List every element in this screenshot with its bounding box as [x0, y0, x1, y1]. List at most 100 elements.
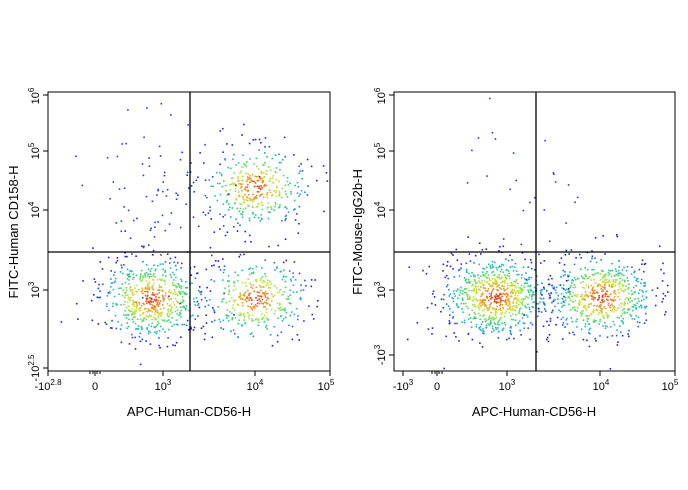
density-event	[243, 295, 246, 297]
density-event	[139, 314, 142, 316]
density-event	[483, 308, 486, 311]
density-event	[147, 330, 150, 332]
density-event	[607, 271, 610, 274]
density-event	[662, 262, 664, 265]
density-event	[604, 293, 607, 295]
density-event	[155, 332, 158, 335]
density-event	[502, 292, 505, 295]
density-event	[274, 154, 277, 156]
density-event	[486, 307, 489, 310]
density-event	[485, 326, 488, 329]
density-event	[203, 338, 206, 341]
density-event	[110, 270, 112, 272]
left-y-tick-label-1: 103	[27, 281, 42, 298]
density-event	[222, 279, 224, 281]
density-event	[139, 309, 141, 312]
density-event	[230, 216, 232, 218]
density-event	[257, 191, 260, 193]
density-event	[296, 334, 299, 336]
density-event	[128, 318, 130, 321]
density-event	[251, 307, 254, 310]
density-event	[461, 308, 463, 310]
density-event	[431, 302, 433, 305]
density-event	[623, 302, 626, 305]
density-event	[161, 303, 164, 306]
density-event	[135, 274, 138, 277]
density-event	[234, 317, 237, 319]
density-event	[578, 302, 581, 304]
density-event	[609, 293, 612, 296]
density-event	[128, 298, 130, 300]
density-event	[508, 337, 510, 340]
density-event	[115, 261, 117, 264]
density-event	[82, 280, 84, 282]
density-event	[279, 303, 281, 306]
density-event	[470, 326, 473, 328]
density-event	[525, 295, 527, 298]
density-event	[459, 291, 462, 294]
density-event	[175, 268, 178, 271]
density-event	[510, 285, 513, 287]
density-event	[284, 215, 287, 218]
density-event	[153, 305, 156, 307]
density-event	[616, 235, 619, 238]
density-event	[186, 293, 188, 295]
density-event	[135, 284, 138, 287]
density-event	[136, 328, 139, 330]
density-event	[132, 219, 135, 222]
density-event	[541, 289, 543, 291]
density-event	[500, 309, 502, 311]
density-event	[261, 316, 264, 319]
density-event	[457, 297, 459, 300]
left-x-tick-label-3: 104	[247, 378, 264, 393]
density-event	[162, 328, 164, 330]
density-event	[271, 300, 273, 302]
density-event	[467, 281, 469, 284]
density-event	[293, 261, 296, 263]
density-event	[270, 169, 272, 172]
density-event	[144, 274, 147, 277]
density-event	[513, 305, 515, 307]
density-event	[539, 301, 541, 303]
density-event	[252, 139, 255, 141]
density-event	[165, 275, 167, 277]
density-event	[635, 304, 637, 307]
density-event	[474, 317, 476, 320]
density-event	[323, 210, 325, 213]
density-event	[278, 180, 280, 183]
density-event	[245, 207, 247, 210]
density-event	[514, 262, 517, 265]
density-event	[566, 317, 568, 320]
density-event	[630, 315, 633, 317]
density-event	[154, 331, 156, 333]
density-event	[510, 281, 512, 284]
density-event	[152, 301, 154, 303]
density-event	[183, 306, 186, 309]
density-event	[195, 297, 198, 299]
density-event	[240, 324, 243, 326]
density-event	[266, 156, 268, 158]
density-event	[264, 152, 266, 154]
density-event	[180, 309, 182, 312]
density-event	[502, 238, 505, 240]
density-event	[474, 313, 477, 316]
density-event	[243, 319, 245, 321]
density-event	[621, 334, 624, 337]
density-event	[490, 317, 493, 320]
density-event	[449, 265, 452, 268]
density-event	[507, 304, 509, 307]
density-event	[596, 285, 599, 287]
density-event	[252, 272, 255, 275]
density-event	[503, 289, 506, 292]
density-event	[491, 284, 494, 287]
density-event	[243, 316, 246, 318]
density-event	[595, 320, 597, 322]
density-event	[471, 309, 473, 312]
density-event	[620, 302, 622, 305]
density-event	[625, 285, 627, 287]
density-event	[523, 314, 526, 316]
density-event	[481, 346, 484, 348]
density-event	[252, 180, 254, 182]
density-event	[147, 332, 150, 335]
density-event	[507, 270, 510, 272]
